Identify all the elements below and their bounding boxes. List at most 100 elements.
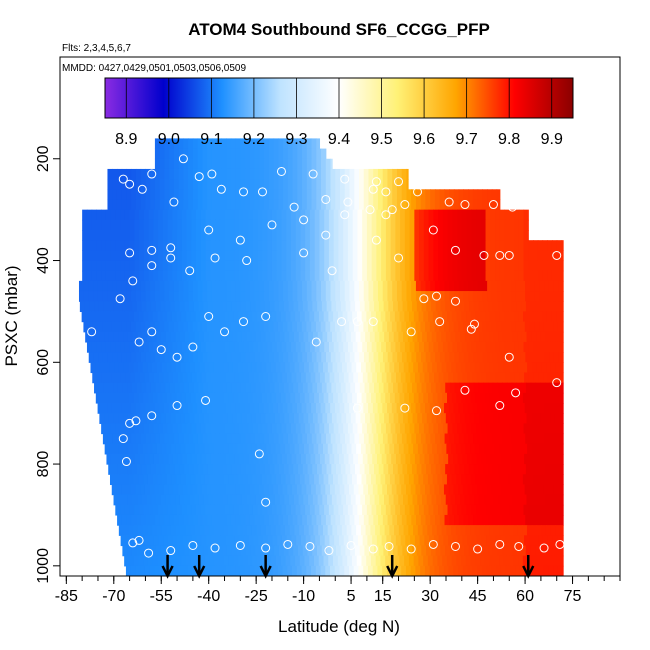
field-cell xyxy=(509,372,516,384)
field-cell xyxy=(447,270,453,282)
field-cell xyxy=(401,352,408,363)
field-cell xyxy=(448,535,454,547)
chart-subtitle-dates: MMDD: 0427,0429,0501,0503,0506,0509 xyxy=(62,63,246,74)
field-cell xyxy=(302,138,308,150)
field-cell xyxy=(371,230,377,241)
field-cell xyxy=(428,311,434,323)
field-cell xyxy=(292,321,298,333)
field-cell xyxy=(302,189,308,201)
field-cell xyxy=(460,525,466,536)
field-cell xyxy=(381,219,387,231)
field-cell xyxy=(403,362,410,374)
field-cell xyxy=(465,443,471,455)
field-cell xyxy=(200,209,207,221)
field-cell xyxy=(327,331,333,343)
field-cell xyxy=(188,352,194,363)
field-cell xyxy=(482,514,488,526)
field-cell xyxy=(306,433,313,445)
field-cell xyxy=(368,280,374,292)
field-cell xyxy=(295,219,302,231)
field-cell xyxy=(422,331,428,343)
field-cell xyxy=(290,423,297,435)
field-cell xyxy=(234,219,240,231)
field-cell xyxy=(314,230,321,241)
field-cell xyxy=(154,565,160,576)
field-cell xyxy=(454,382,461,394)
field-cell xyxy=(484,555,491,567)
field-cell xyxy=(388,382,394,394)
field-cell xyxy=(353,565,360,576)
field-cell xyxy=(215,219,221,231)
field-cell xyxy=(434,321,440,333)
field-cell xyxy=(224,423,230,435)
field-cell xyxy=(292,291,298,302)
field-cell xyxy=(271,209,278,221)
field-cell xyxy=(133,525,139,536)
field-cell xyxy=(255,464,261,475)
field-cell xyxy=(480,341,487,353)
field-cell xyxy=(197,168,203,180)
field-cell xyxy=(532,423,539,435)
field-cell xyxy=(110,270,116,282)
field-cell xyxy=(273,565,279,576)
field-cell xyxy=(367,535,373,547)
field-cell xyxy=(438,230,444,241)
field-cell xyxy=(270,331,276,343)
field-cell xyxy=(145,514,151,526)
field-cell xyxy=(282,453,288,465)
field-cell xyxy=(258,403,265,414)
field-cell xyxy=(344,168,351,180)
field-cell xyxy=(136,352,142,363)
field-cell xyxy=(495,341,501,353)
field-cell xyxy=(440,382,446,394)
field-cell xyxy=(174,352,180,363)
field-cell xyxy=(90,362,96,374)
field-cell xyxy=(553,484,559,496)
field-cell xyxy=(224,311,230,323)
field-cell xyxy=(412,301,418,313)
field-cell xyxy=(450,494,456,506)
field-cell xyxy=(117,382,124,394)
field-cell xyxy=(114,392,121,404)
field-cell xyxy=(336,494,342,506)
field-cell xyxy=(275,525,281,536)
field-cell xyxy=(127,331,134,343)
field-cell xyxy=(486,565,492,576)
field-cell xyxy=(398,525,405,536)
field-cell xyxy=(404,474,410,486)
field-cell xyxy=(200,555,206,567)
field-cell xyxy=(458,433,465,445)
field-cell xyxy=(557,403,564,414)
field-cell xyxy=(300,535,307,547)
field-cell xyxy=(305,250,311,262)
field-cell xyxy=(203,301,209,313)
field-cell xyxy=(238,250,245,262)
field-cell xyxy=(251,443,258,455)
field-cell xyxy=(366,555,372,567)
field-cell xyxy=(164,189,170,201)
field-cell xyxy=(474,362,481,374)
field-cell xyxy=(306,514,313,526)
field-cell xyxy=(121,514,128,526)
field-cell xyxy=(295,555,301,567)
field-cell xyxy=(502,301,508,313)
field-cell xyxy=(235,565,241,576)
field-cell xyxy=(433,341,439,353)
sample-point xyxy=(204,225,214,235)
sample-point xyxy=(87,327,97,337)
field-cell xyxy=(130,535,136,547)
field-cell xyxy=(286,341,292,353)
field-cell xyxy=(441,362,448,374)
field-cell xyxy=(501,280,507,292)
field-cell xyxy=(121,484,127,496)
field-cell xyxy=(322,494,328,506)
field-cell xyxy=(187,453,193,465)
field-cell xyxy=(212,382,219,394)
field-cell xyxy=(352,209,359,221)
field-cell xyxy=(411,433,417,445)
field-cell xyxy=(523,260,529,272)
field-cell xyxy=(368,321,374,333)
field-cell xyxy=(340,301,347,313)
field-cell xyxy=(251,494,257,506)
field-cell xyxy=(221,291,227,302)
